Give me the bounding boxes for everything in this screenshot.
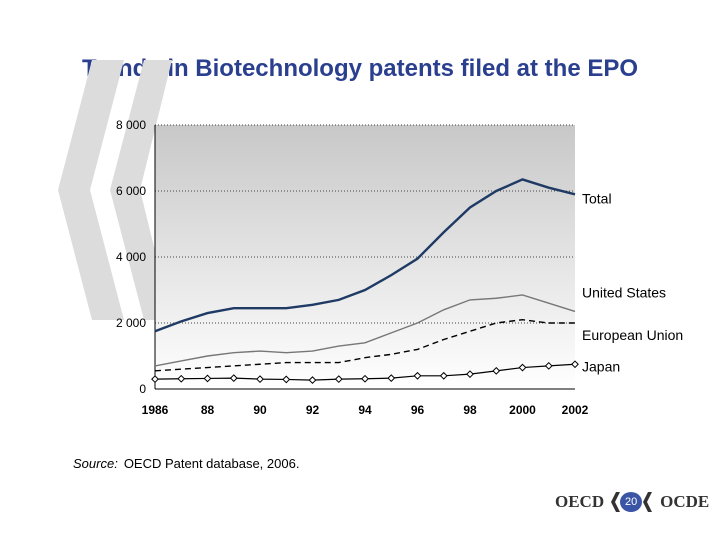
data-point-japan (544, 361, 553, 370)
x-tick-label: 92 (306, 403, 320, 417)
data-point-japan (256, 375, 264, 384)
data-point-japan (387, 374, 396, 383)
source-note: Source: OECD Patent database, 2006. (73, 456, 299, 471)
y-tick-label: 0 (139, 382, 146, 396)
data-point-japan (413, 371, 422, 380)
logo-ocde-text: OCDE (660, 492, 710, 511)
data-point-japan (308, 376, 317, 384)
data-point-japan (492, 366, 501, 375)
data-point-japan (203, 374, 212, 383)
data-point-japan (439, 371, 448, 380)
x-tick-label: 98 (463, 403, 477, 417)
oecd-chevron-watermark (58, 60, 172, 320)
x-tick-label: 88 (201, 403, 215, 417)
logo-oecd-text: OECD (555, 492, 605, 511)
y-tick-label: 6 000 (116, 184, 146, 198)
data-point-japan (229, 374, 238, 383)
data-point-japan (466, 370, 474, 379)
source-text: OECD Patent database, 2006. (123, 456, 300, 471)
data-point-japan (151, 375, 159, 384)
y-tick-label: 8 000 (116, 118, 146, 132)
data-point-japan (361, 374, 369, 383)
y-tick-label: 2 000 (116, 316, 146, 330)
data-point-japan (518, 363, 527, 372)
slide-title: Trends in Biotechnology patents filed at… (81, 55, 639, 82)
x-tick-label: 2000 (509, 403, 536, 417)
page-number: 20 (620, 492, 643, 512)
data-point-japan (334, 375, 343, 384)
data-point-japan (177, 374, 186, 383)
series-label-united-states: United States (582, 284, 666, 300)
source-label: Source: (73, 456, 118, 471)
x-tick-label: 96 (411, 403, 425, 417)
logo-chevron-icon: 20 (608, 490, 656, 514)
x-tick-label: 1986 (142, 403, 169, 417)
x-tick-label: 90 (253, 403, 267, 417)
series-line-european-union (154, 318, 575, 372)
series-label-total: Total (582, 190, 612, 206)
data-point-japan (571, 360, 579, 369)
oecd-logo: OECD 20 OCDE (555, 490, 709, 514)
series-line-total (154, 178, 576, 333)
series-label-japan: Japan (582, 358, 620, 374)
series-label-european-union: European Union (582, 327, 683, 343)
y-tick-label: 4 000 (116, 250, 146, 264)
x-tick-label: 2002 (562, 403, 589, 417)
x-tick-label: 94 (358, 403, 372, 417)
series-line-united-states (154, 294, 576, 367)
data-point-japan (282, 375, 291, 384)
